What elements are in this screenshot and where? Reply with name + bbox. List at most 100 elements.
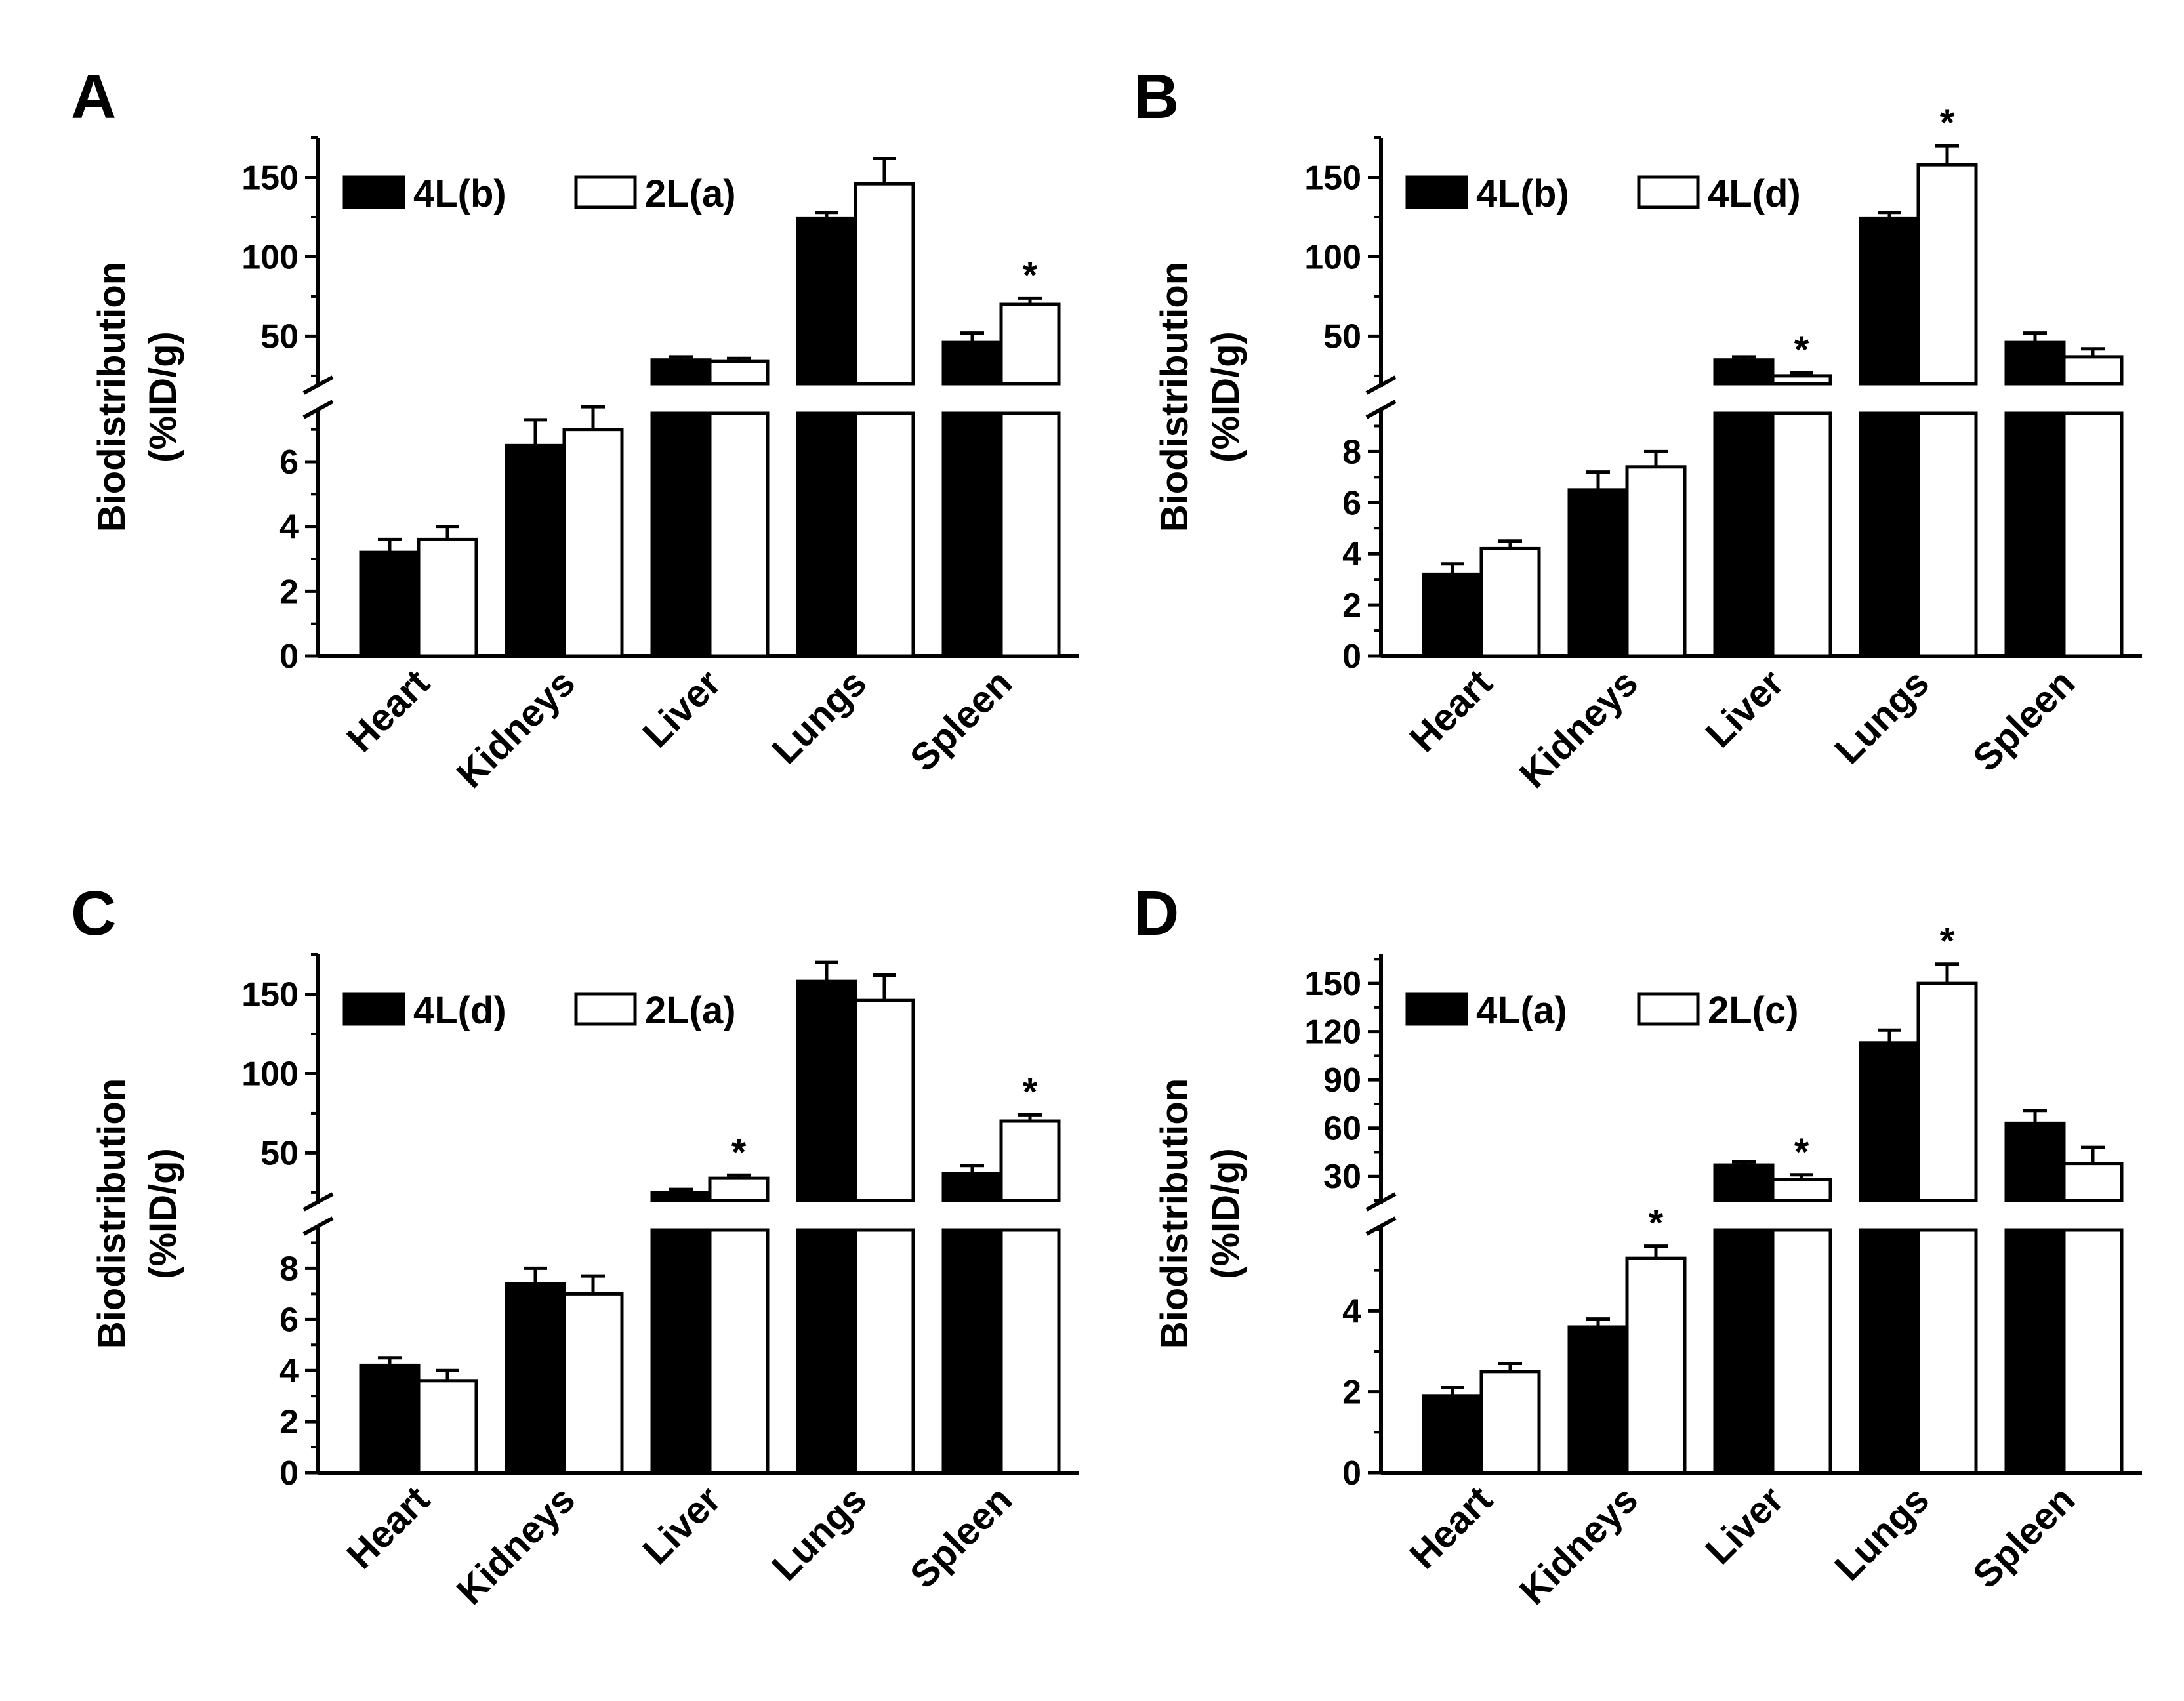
axis-break-mark bbox=[302, 1192, 334, 1212]
bar-heart-series1 bbox=[359, 550, 421, 658]
bar-heart-series1 bbox=[1422, 572, 1483, 658]
bar-liver-series2-lower bbox=[1771, 411, 1832, 658]
x-tick-label-lungs: Lungs bbox=[764, 1478, 875, 1589]
x-tick-label-liver: Liver bbox=[1697, 661, 1792, 756]
legend-label-series2: 2L(a) bbox=[645, 989, 736, 1032]
bar-lungs-series2-lower bbox=[1916, 411, 1978, 658]
y-tick-label: 4 bbox=[279, 508, 299, 546]
x-tick-label-kidneys: Kidneys bbox=[1512, 1478, 1647, 1613]
panel-D: D Biodistribution (%ID/g) 0 2 4 30 60 90 120 150 He… bbox=[1134, 878, 2142, 1613]
bar-liver-series1-upper bbox=[1713, 1163, 1775, 1202]
y-tick-label: 2 bbox=[279, 573, 299, 611]
x-tick-label-kidneys: Kidneys bbox=[449, 1478, 584, 1613]
bar-lungs-series2-upper bbox=[854, 182, 915, 386]
bar-heart-series2 bbox=[417, 537, 478, 658]
y-axis-label-line2: (%ID/g) bbox=[142, 331, 184, 462]
y-tick-label: 100 bbox=[1304, 238, 1361, 276]
y-axis-label: Biodistribution (%ID/g) bbox=[91, 262, 184, 532]
bar-liver-series2-lower bbox=[708, 411, 770, 658]
bar-lungs-series2-upper bbox=[1916, 981, 1978, 1202]
bar-liver-series1-lower bbox=[650, 411, 712, 658]
axis-break-mark bbox=[302, 400, 334, 419]
panel-A: A Biodistribution (%ID/g) 0 2 4 6 50 100 150 Heart… bbox=[71, 62, 1079, 796]
bar-heart-series2 bbox=[1479, 546, 1541, 658]
y-tick-label: 2 bbox=[279, 1403, 299, 1441]
bar-lungs-series1-lower bbox=[1859, 1228, 1920, 1475]
bar-lungs-series2-lower bbox=[854, 411, 915, 658]
x-tick-label-spleen: Spleen bbox=[902, 661, 1020, 779]
bar-spleen-series2-lower bbox=[999, 1228, 1061, 1475]
bar-spleen-series2-upper bbox=[999, 1119, 1061, 1202]
legend-swatch-series2 bbox=[574, 992, 637, 1026]
legend-label-series1: 4L(b) bbox=[1476, 173, 1569, 215]
panel-letter: B bbox=[1134, 62, 1179, 132]
bar-heart-series2 bbox=[417, 1379, 478, 1475]
y-tick-label: 2 bbox=[1342, 1374, 1361, 1412]
bar-spleen-series2-lower bbox=[2062, 1228, 2124, 1475]
y-tick-label: 4 bbox=[1342, 1292, 1361, 1330]
bar-spleen-series1-upper bbox=[941, 1172, 1003, 1202]
panel-letter: A bbox=[71, 62, 116, 132]
bar-spleen-series1-upper bbox=[2004, 1121, 2066, 1202]
significance-star: * bbox=[1023, 254, 1038, 297]
x-tick-label-heart: Heart bbox=[339, 661, 438, 760]
y-tick-label: 90 bbox=[1323, 1061, 1361, 1099]
bar-lungs-series1-upper bbox=[1859, 216, 1920, 386]
bar-lungs-series2-lower bbox=[854, 1228, 915, 1475]
significance-star: * bbox=[1794, 1131, 1809, 1174]
panel-letter: D bbox=[1134, 878, 1179, 949]
significance-star: * bbox=[1794, 329, 1809, 371]
y-tick-label: 4 bbox=[1342, 535, 1361, 573]
bar-spleen-series1-upper bbox=[2004, 340, 2066, 386]
bar-kidneys-series2 bbox=[562, 428, 624, 658]
y-tick-label: 4 bbox=[279, 1352, 299, 1390]
bar-liver-series1-lower bbox=[1713, 1228, 1775, 1475]
bar-liver-series2-upper bbox=[1771, 1178, 1832, 1202]
y-axis-label: Biodistribution (%ID/g) bbox=[1153, 262, 1247, 532]
bar-lungs-series1-upper bbox=[796, 979, 857, 1202]
bar-lungs-series1-lower bbox=[796, 1228, 857, 1475]
y-axis-label-line2: (%ID/g) bbox=[1205, 1148, 1247, 1279]
bar-spleen-series1-upper bbox=[941, 340, 1003, 386]
significance-star: * bbox=[731, 1131, 747, 1174]
bar-heart-series1 bbox=[359, 1363, 421, 1475]
legend-swatch-series1 bbox=[342, 175, 405, 209]
x-tick-label-lungs: Lungs bbox=[1826, 1478, 1937, 1589]
x-tick-label-heart: Heart bbox=[1401, 661, 1500, 760]
bar-liver-series2-upper bbox=[1771, 374, 1832, 386]
bar-spleen-series1-lower bbox=[941, 1228, 1003, 1475]
bar-liver-series1-upper bbox=[1713, 358, 1775, 386]
bar-lungs-series1-lower bbox=[796, 411, 857, 658]
significance-star: * bbox=[1649, 1202, 1664, 1245]
bar-liver-series1-lower bbox=[1713, 411, 1775, 658]
x-tick-label-liver: Liver bbox=[634, 661, 729, 756]
bar-kidneys-series1 bbox=[505, 1282, 566, 1475]
significance-star: * bbox=[1940, 920, 1955, 963]
y-tick-label: 6 bbox=[279, 1301, 299, 1339]
y-axis-label-line1: Biodistribution bbox=[91, 1078, 133, 1349]
y-axis-label: Biodistribution (%ID/g) bbox=[1153, 1078, 1247, 1349]
y-tick-label: 8 bbox=[279, 1250, 299, 1288]
x-tick-label-kidneys: Kidneys bbox=[1512, 661, 1647, 796]
y-tick-label: 50 bbox=[260, 1134, 299, 1172]
y-tick-label: 0 bbox=[1342, 638, 1361, 676]
y-tick-label: 8 bbox=[1342, 433, 1361, 471]
y-axis-label-line2: (%ID/g) bbox=[142, 1148, 184, 1279]
x-tick-label-spleen: Spleen bbox=[1965, 661, 2083, 779]
bar-lungs-series2-lower bbox=[1916, 1228, 1978, 1475]
y-tick-label: 150 bbox=[1304, 159, 1361, 197]
x-tick-label-spleen: Spleen bbox=[902, 1478, 1020, 1596]
bar-heart-series1 bbox=[1422, 1394, 1483, 1475]
axis-break-mark bbox=[1365, 375, 1397, 395]
x-tick-label-heart: Heart bbox=[339, 1478, 438, 1577]
bar-spleen-series2-lower bbox=[999, 411, 1061, 658]
legend-label-series2: 2L(a) bbox=[645, 173, 736, 215]
legend-label-series1: 4L(b) bbox=[413, 173, 506, 215]
bar-kidneys-series1 bbox=[505, 443, 566, 658]
bar-kidneys-series2 bbox=[1625, 1256, 1687, 1475]
y-tick-label: 6 bbox=[1342, 484, 1361, 522]
y-axis-label-line2: (%ID/g) bbox=[1205, 331, 1247, 462]
x-tick-label-heart: Heart bbox=[1401, 1478, 1500, 1577]
bar-liver-series2-upper bbox=[708, 359, 770, 386]
